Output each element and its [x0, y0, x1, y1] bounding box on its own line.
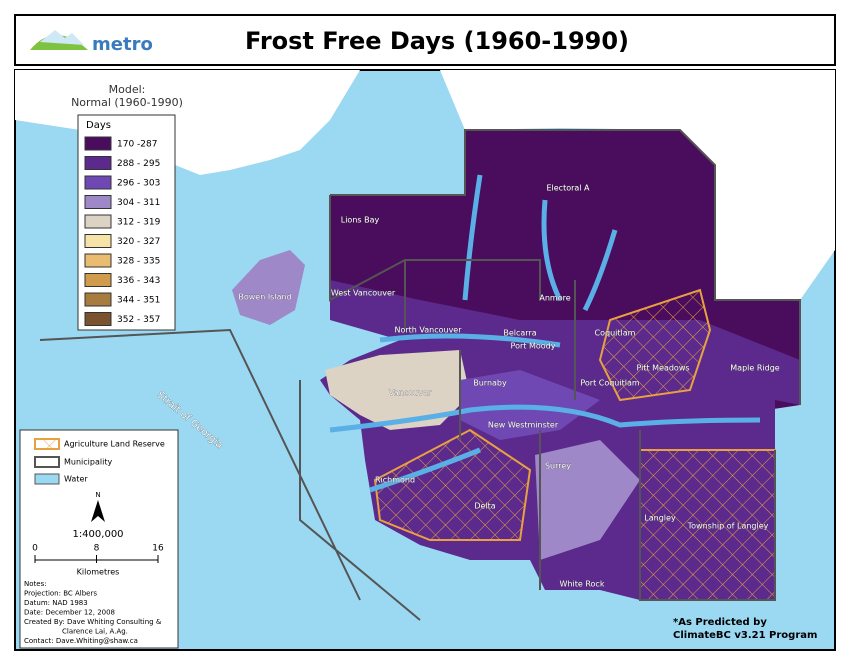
legend-items: 170 -287 288 - 295 296 - 303 304 - 311 312 -… — [84, 136, 161, 326]
scale-tick-label: 8 — [94, 544, 100, 554]
northern-land — [15, 70, 360, 175]
legend-title: Days — [86, 120, 111, 131]
legend-swatch — [84, 273, 112, 287]
map-legend-label: Agriculture Land Reserve — [64, 440, 165, 449]
legend-label: 170 -287 — [117, 140, 157, 150]
note-line: Contact: Dave.Whiting@shaw.ca — [24, 637, 138, 645]
place-label: Anmore — [539, 294, 570, 303]
scale-tick-label: 16 — [152, 544, 164, 554]
legend-label: 304 - 311 — [117, 198, 160, 208]
credit: *As Predicted by — [673, 617, 767, 628]
note-line: Projection: BC Albers — [24, 590, 97, 598]
surrey — [535, 440, 640, 560]
place-label: Port Coquitlam — [580, 379, 640, 388]
note-line: Date: December 12, 2008 — [24, 609, 115, 617]
place-label: West Vancouver — [331, 289, 396, 298]
legend-label: 352 - 357 — [117, 315, 160, 325]
place-label: Vancouver — [389, 389, 432, 398]
boundaries — [39, 129, 801, 621]
map-legend-label: Municipality — [64, 458, 112, 467]
place-label: Burnaby — [473, 379, 507, 388]
place-label: Richmond — [375, 476, 415, 485]
model-name: Normal (1960-1990) — [71, 96, 183, 109]
agricultural-reserve — [373, 428, 532, 541]
legend-swatch — [84, 234, 112, 248]
water-swatch — [34, 473, 60, 485]
place-label: Pitt Meadows — [636, 364, 689, 373]
alr-swatch — [34, 438, 60, 450]
note-line: Datum: NAD 1983 — [24, 599, 88, 607]
municipality-swatch — [34, 456, 60, 468]
place-label: Langley — [644, 514, 676, 523]
legend-swatch — [84, 312, 112, 326]
place-label: Belcarra — [503, 329, 536, 338]
legend-label: 312 - 319 — [117, 218, 161, 228]
legend-label: 328 - 335 — [117, 257, 160, 267]
logo-text: metro — [92, 34, 153, 55]
legend-label: 320 - 327 — [117, 237, 160, 247]
note-line: Notes: — [24, 580, 47, 588]
note-line: Created By: Dave Whiting Consulting & — [24, 618, 162, 626]
eastern-land — [440, 70, 835, 300]
agricultural-reserve — [598, 288, 712, 402]
place-label: Electoral A — [546, 184, 590, 193]
legend-swatch — [84, 175, 112, 190]
legend-swatch — [84, 292, 112, 307]
legend-swatch — [84, 214, 112, 229]
legend-label: 296 - 303 — [117, 179, 160, 189]
place-label: Surrey — [545, 462, 571, 471]
place-label: Township of Langley — [687, 522, 769, 531]
note-line: Clarence Lai, A.Ag. — [62, 628, 128, 636]
place-label: Coquitlam — [595, 329, 636, 338]
title: Frost Free Days (1960-1990) — [245, 27, 629, 55]
legend-label: 336 - 343 — [117, 276, 160, 286]
place-label: Port Moody — [511, 342, 556, 351]
land — [15, 70, 835, 601]
scale-bar: 0 8 16 — [32, 544, 164, 563]
scale-tick-label: 0 — [32, 544, 38, 554]
legend-swatch — [84, 156, 112, 170]
vancouver — [325, 350, 470, 430]
place-label: Bowen Island — [238, 293, 291, 302]
place-labels: Lions Bay Electoral A Bowen Island West Van… — [238, 183, 780, 589]
place-label: North Vancouver — [394, 326, 462, 335]
place-label: New Westminster — [488, 421, 559, 430]
legend-swatch — [84, 195, 112, 209]
place-label: Maple Ridge — [730, 364, 780, 373]
rivers — [329, 174, 761, 493]
bowen-island — [232, 250, 305, 325]
north-arrow — [91, 500, 105, 522]
logo-mountain — [40, 30, 84, 45]
legend-swatch — [84, 136, 112, 151]
legend-label: 344 - 351 — [117, 296, 160, 306]
map-legend-label: Water — [64, 475, 88, 484]
north-label: N — [95, 491, 100, 499]
scale-unit: Kilometres — [77, 568, 120, 577]
scale-ratio: 1:400,000 — [72, 529, 123, 540]
model-label: Model: — [109, 83, 146, 96]
place-label: White Rock — [560, 580, 605, 589]
credit: ClimateBC v3.21 Program — [673, 630, 817, 641]
legend-swatch — [84, 253, 112, 268]
legend-label: 288 - 295 — [117, 159, 160, 169]
place-label: Lions Bay — [341, 216, 380, 225]
header-box — [14, 14, 836, 66]
place-label: Delta — [474, 502, 495, 511]
